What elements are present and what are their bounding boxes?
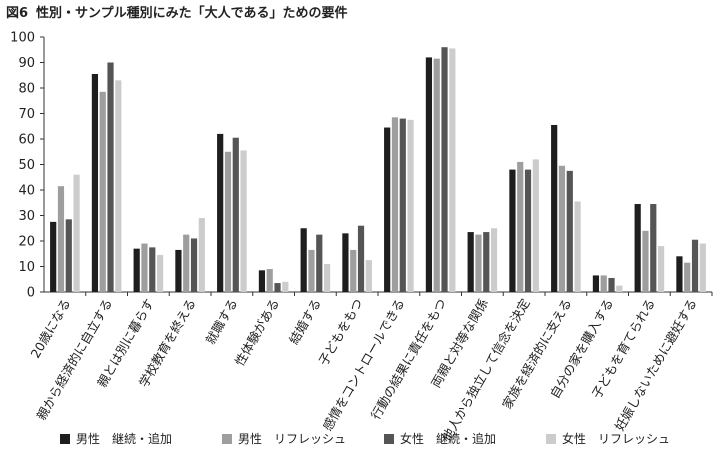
bar: [441, 47, 448, 293]
bar: [99, 91, 106, 292]
legend-item: 女性 リフレッシュ: [546, 430, 670, 447]
category-label: 20歳になる: [28, 296, 74, 361]
chart-title: 図6 性別・サンプル種別にみた「大人である」ための要件: [6, 2, 348, 21]
bar: [274, 283, 281, 292]
category-label: 妊娠しないために避妊する: [612, 296, 700, 433]
bar: [175, 249, 182, 292]
bar: [65, 219, 72, 292]
figure-number: 図6: [6, 6, 29, 21]
bar: [691, 239, 699, 292]
legend-label: 女性 継続・追加: [400, 432, 497, 446]
category-label: 性体験がある: [232, 296, 282, 368]
bar: [391, 117, 399, 292]
bar: [115, 80, 122, 292]
bar: [449, 48, 456, 292]
bar: [300, 228, 307, 292]
category-label: 親から経済的に自立する: [33, 296, 115, 423]
bar: [365, 260, 372, 292]
bar: [50, 221, 57, 292]
bar: [699, 243, 706, 292]
bar: [657, 246, 665, 292]
bar: [308, 249, 315, 292]
bar: [600, 275, 607, 292]
legend-label: 男性 リフレッシュ: [238, 432, 347, 446]
legend-swatch: [222, 433, 232, 444]
bar: [475, 234, 482, 292]
bar: [149, 247, 156, 292]
bar: [190, 238, 198, 292]
bar: [407, 119, 414, 292]
bar: [232, 137, 239, 292]
bar: [684, 262, 691, 292]
y-tick-label: 70: [18, 107, 35, 122]
bar: [634, 204, 641, 292]
bar: [323, 263, 331, 292]
y-tick-label: 80: [18, 82, 35, 97]
legend-swatch: [60, 433, 70, 444]
bar: [57, 186, 65, 292]
bar: [558, 165, 566, 292]
bar: [141, 243, 148, 292]
bar: [592, 275, 600, 292]
bar: [509, 169, 516, 292]
legend-label: 男性 継続・追加: [76, 432, 173, 446]
bar: [433, 58, 440, 292]
bar: [517, 161, 524, 292]
bar: [566, 170, 573, 292]
bar: [73, 174, 80, 292]
bar: [198, 218, 205, 292]
bar: [107, 62, 114, 292]
y-tick-label: 60: [18, 133, 35, 148]
figure-title: 性別・サンプル種別にみた「大人である」ための要件: [36, 6, 348, 21]
bar: [133, 248, 140, 292]
bar: [399, 118, 406, 292]
y-tick-label: 20: [18, 235, 35, 250]
bar: [384, 127, 391, 293]
y-tick-label: 30: [18, 209, 35, 224]
bar: [240, 150, 247, 292]
y-tick-label: 100: [10, 31, 35, 46]
y-tick-label: 40: [18, 184, 35, 199]
category-label: 就職する: [202, 296, 240, 347]
bar: [574, 201, 581, 292]
bar: [183, 234, 190, 292]
bar: [616, 285, 623, 292]
y-tick-label: 50: [18, 158, 35, 173]
bar: [676, 256, 683, 292]
bar: [357, 225, 365, 292]
legend-label: 女性 リフレッシュ: [562, 432, 671, 446]
bar: [91, 73, 99, 292]
bar: [524, 169, 532, 292]
bar: [217, 133, 224, 292]
bar: [282, 281, 289, 292]
bar: [551, 124, 558, 292]
bar: [342, 233, 349, 292]
y-tick-label: 10: [18, 260, 35, 275]
bar: [650, 204, 657, 292]
bar: [266, 269, 273, 292]
category-label: 結婚する: [286, 296, 324, 347]
bar: [425, 57, 433, 293]
legend-item: 女性 継続・追加: [384, 430, 496, 447]
category-label: 感情をコントロールできる: [320, 296, 408, 433]
y-tick-label: 0: [27, 286, 35, 301]
bar: [350, 249, 357, 292]
legend-swatch: [546, 433, 556, 444]
category-label: 行動の結果に責任をもつ: [368, 296, 449, 422]
legend-item: 男性 継続・追加: [60, 430, 172, 447]
bar: [258, 270, 266, 292]
legend-item: 男性 リフレッシュ: [222, 430, 346, 447]
y-tick-label: 90: [18, 56, 35, 71]
bar: [608, 277, 615, 292]
bar: [156, 255, 164, 292]
bar: [483, 232, 490, 292]
bar: [316, 234, 323, 292]
bar: [642, 230, 649, 292]
bar: [224, 151, 232, 292]
legend-swatch: [384, 433, 394, 444]
bar: [490, 228, 498, 292]
bar: [532, 159, 539, 292]
bar: [467, 232, 474, 292]
